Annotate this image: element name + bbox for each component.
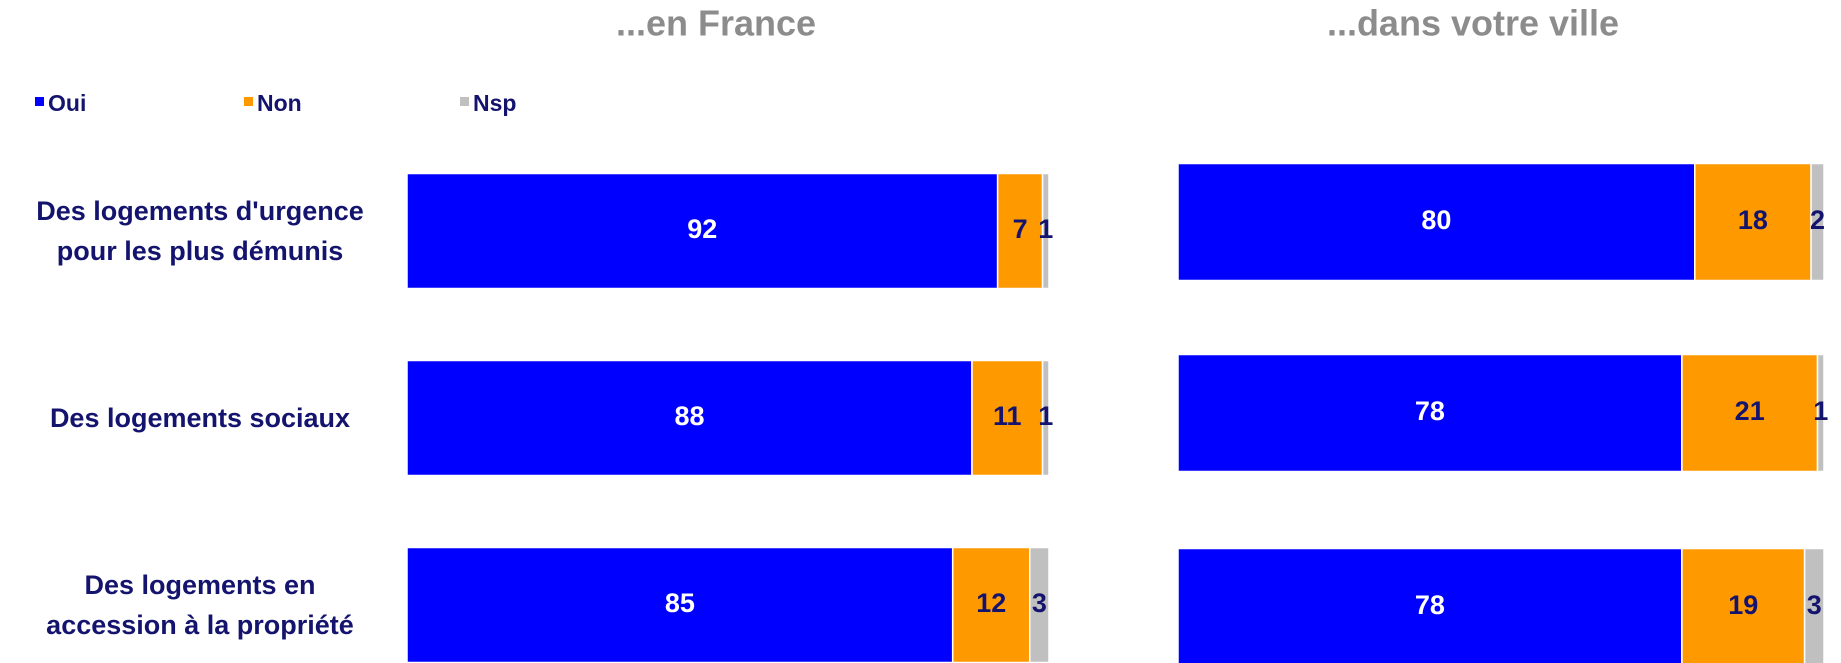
value-label: 78 <box>1415 590 1445 620</box>
value-label: 18 <box>1738 205 1768 235</box>
bar-segment <box>1681 353 1819 473</box>
chart-title: ...en France <box>616 3 816 44</box>
bar-segment <box>1816 353 1825 473</box>
value-label: 78 <box>1415 396 1445 426</box>
bar-segment <box>1810 162 1825 282</box>
value-label: 92 <box>687 214 717 244</box>
value-label: 85 <box>665 588 695 618</box>
bar-segment <box>951 546 1031 663</box>
category-label: Des logements d'urgence pour les plus dé… <box>36 196 364 266</box>
legend-swatch <box>244 97 253 106</box>
value-label: 19 <box>1728 590 1758 620</box>
value-label: 2 <box>1810 205 1825 235</box>
bar-segment <box>1177 547 1683 663</box>
legend-label: Nsp <box>473 90 516 116</box>
bar-segment <box>1177 162 1696 282</box>
value-label: 3 <box>1032 588 1047 618</box>
value-label: 1 <box>1038 214 1053 244</box>
value-label: 7 <box>1013 214 1028 244</box>
value-label: 12 <box>976 588 1006 618</box>
value-label: 1 <box>1813 396 1828 426</box>
bar-segment <box>406 172 999 290</box>
value-label: 80 <box>1421 205 1451 235</box>
bar-segment <box>1177 353 1683 473</box>
legend-swatch <box>35 97 44 106</box>
value-label: 21 <box>1735 396 1765 426</box>
category-label: Des logements en accession à la propriét… <box>46 570 354 640</box>
legend-swatch <box>460 97 469 106</box>
bar-segment <box>406 546 954 663</box>
value-label: 3 <box>1807 590 1822 620</box>
bar-segment <box>1041 359 1050 477</box>
legend-label: Oui <box>48 90 86 116</box>
value-label: 1 <box>1038 401 1053 431</box>
value-label: 88 <box>674 401 704 431</box>
chart-title: ...dans votre ville <box>1327 3 1619 44</box>
bar-segment <box>1694 162 1812 282</box>
bar-segment <box>996 172 1044 290</box>
legend-label: Non <box>257 90 302 116</box>
bar-segment <box>1681 547 1806 663</box>
bar-segment <box>1041 172 1050 290</box>
bar-segment <box>1803 547 1825 663</box>
value-label: 11 <box>993 401 1022 431</box>
category-label: Des logements sociaux <box>49 403 351 433</box>
